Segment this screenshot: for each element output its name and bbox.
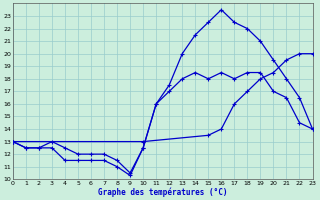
X-axis label: Graphe des températures (°C): Graphe des températures (°C) — [98, 187, 228, 197]
